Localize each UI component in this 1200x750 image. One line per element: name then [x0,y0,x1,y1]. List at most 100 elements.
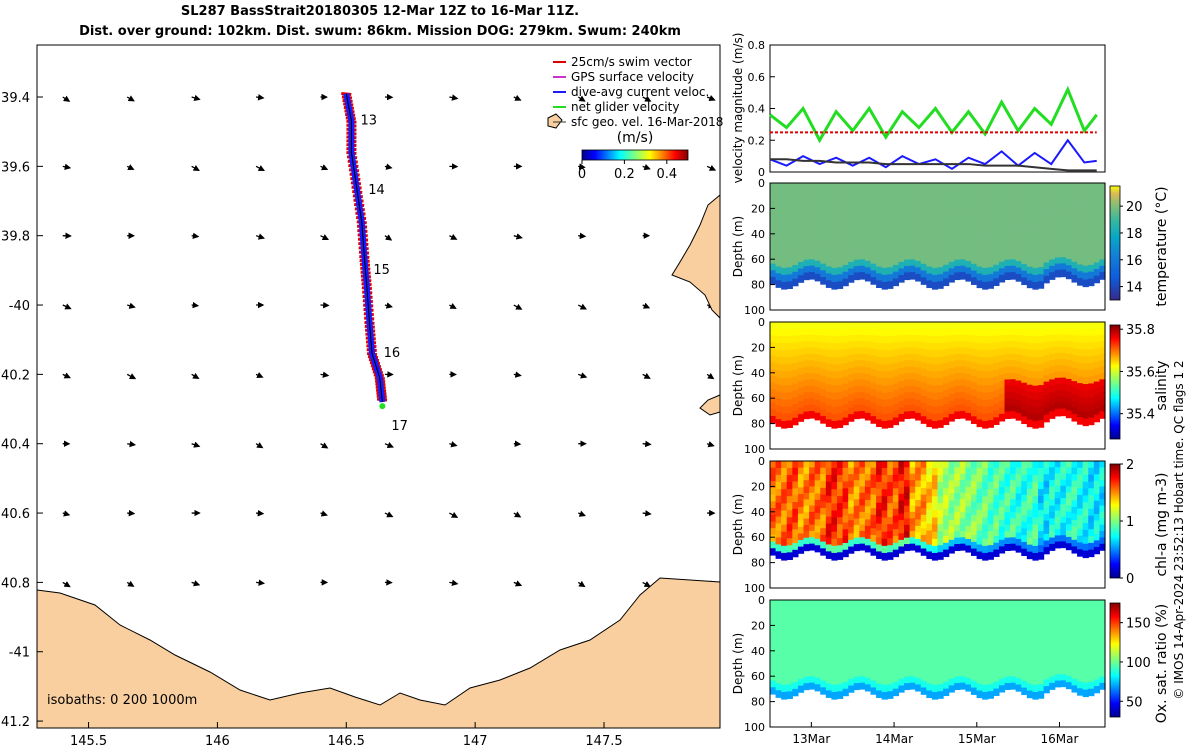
salinity-section-cell [976,322,983,330]
chla-section-cell [943,529,950,537]
oxygen-section-cell [870,600,877,608]
temperature-section-cell [971,216,978,225]
temperature-section-cell [842,244,849,252]
chla-section-cell [1065,473,1073,481]
salinity-section-cell [904,347,911,355]
salinity-section-cell [904,334,911,342]
temperature-section-cell [915,241,922,249]
salinity-section-cell [959,341,967,349]
oxygen-section-cell [842,688,849,697]
temperature-section-cell [1010,195,1017,203]
temperature-section-cell [864,183,872,191]
salinity-section-cell [915,328,922,336]
temperature-section-cell [987,260,994,268]
salinity-section-cell [915,399,922,408]
salinity-section-cell [909,372,916,380]
temperature-section-cell [809,259,816,267]
chla-section-cell [993,467,1000,476]
temperature-section-cell [976,183,983,191]
salinity-section-cell [848,368,855,376]
temperature-section-cell [781,267,788,276]
temperature-section-cell [1071,183,1078,191]
chla-section-cell [870,494,877,502]
temperature-section-cell [803,240,810,248]
salinity-section-cell [803,405,810,413]
temperature-section-cell [792,183,799,191]
salinity-section-cell [1010,385,1017,393]
salinity-section-cell [982,329,989,337]
temperature-section-cell [1026,189,1034,198]
oxygen-section-cell [993,647,1000,656]
oxygen-section-cell [887,600,894,608]
salinity-section-cell [792,363,799,371]
temperature-section-cell [1065,183,1073,190]
salinity-section-cell [809,372,816,380]
temperature-section-cell [825,266,833,274]
salinity-section-cell [1026,335,1034,344]
temperature-section-cell [909,202,916,210]
chla-section-cell [853,518,860,526]
salinity-section-cell [1049,373,1056,380]
chla-section-cell [803,473,810,481]
chla-section-cell [959,537,967,545]
temperature-section-cell [954,183,961,190]
salinity-section-cell [998,348,1006,356]
temperature-section-cell [1060,263,1067,271]
chla-section-cell [943,522,950,530]
salinity-section-cell [987,371,994,379]
temperature-section-cell [1004,266,1011,273]
chla-section-cell [1060,479,1067,487]
salinity-section-cell [809,404,816,412]
oxygen-section-cell [887,677,894,685]
temperature-section-cell [920,223,927,231]
oxygen-section-cell [909,682,916,690]
oxygen-section-cell [825,634,833,643]
salinity-section-cell [976,328,983,337]
temperature-section-colorbar [1109,185,1121,301]
temperature-section-cell [959,189,967,197]
salinity-section-cell [831,392,838,401]
salinity-section-cell [797,368,805,376]
salinity-section-cell [954,385,961,393]
oxygen-section-cell [1021,687,1028,696]
chla-section-cell [876,474,883,483]
oxygen-section-cell [870,626,877,635]
salinity-section-cell [931,322,939,330]
temperature-section-cell [881,232,888,241]
oxygen-section-cell [814,684,821,692]
temperature-section-cell [1015,267,1022,275]
chla-section-cell [881,538,888,547]
geo-vector-arrow [126,373,137,380]
temperature-section-cell [870,270,877,278]
chla-section-cell [904,473,911,481]
salinity-section-cell [803,334,810,342]
oxygen-section-cell [1049,682,1056,690]
temperature-section-cell [876,245,883,254]
salinity-section-cell [1082,363,1089,371]
temperature-section-cell [1082,245,1089,253]
temperature-section-cell [848,196,855,204]
salinity-section-cell [1065,366,1073,374]
oxygen-section-cell [904,631,911,639]
chla-section-cell [892,536,900,544]
chla-section-cell [954,544,961,552]
oxygen-section-cell [971,667,978,675]
temperature-section-cell [915,215,922,223]
temperature-section-cell [948,189,955,197]
oxygen-section-cell [971,606,978,615]
chla-section-cell [1015,487,1022,495]
temperature-section-cell [1093,202,1101,211]
oxygen-section-cell [909,625,916,633]
temperature-section-cell [1065,214,1073,222]
geo-vector-arrow [255,442,264,449]
salinity-section-cell [797,394,805,402]
geo-vector-arrow [191,301,200,309]
salinity-section-cell [1077,349,1084,357]
chla-section-cell [881,475,888,483]
temperature-section-cell [792,210,799,218]
oxygen-section-cell [1010,600,1017,607]
salinity-section-cell [820,342,827,350]
salinity-section-cell [1032,350,1039,358]
temperature-section-cell [1099,259,1106,267]
temperature-section-cell [876,238,883,247]
